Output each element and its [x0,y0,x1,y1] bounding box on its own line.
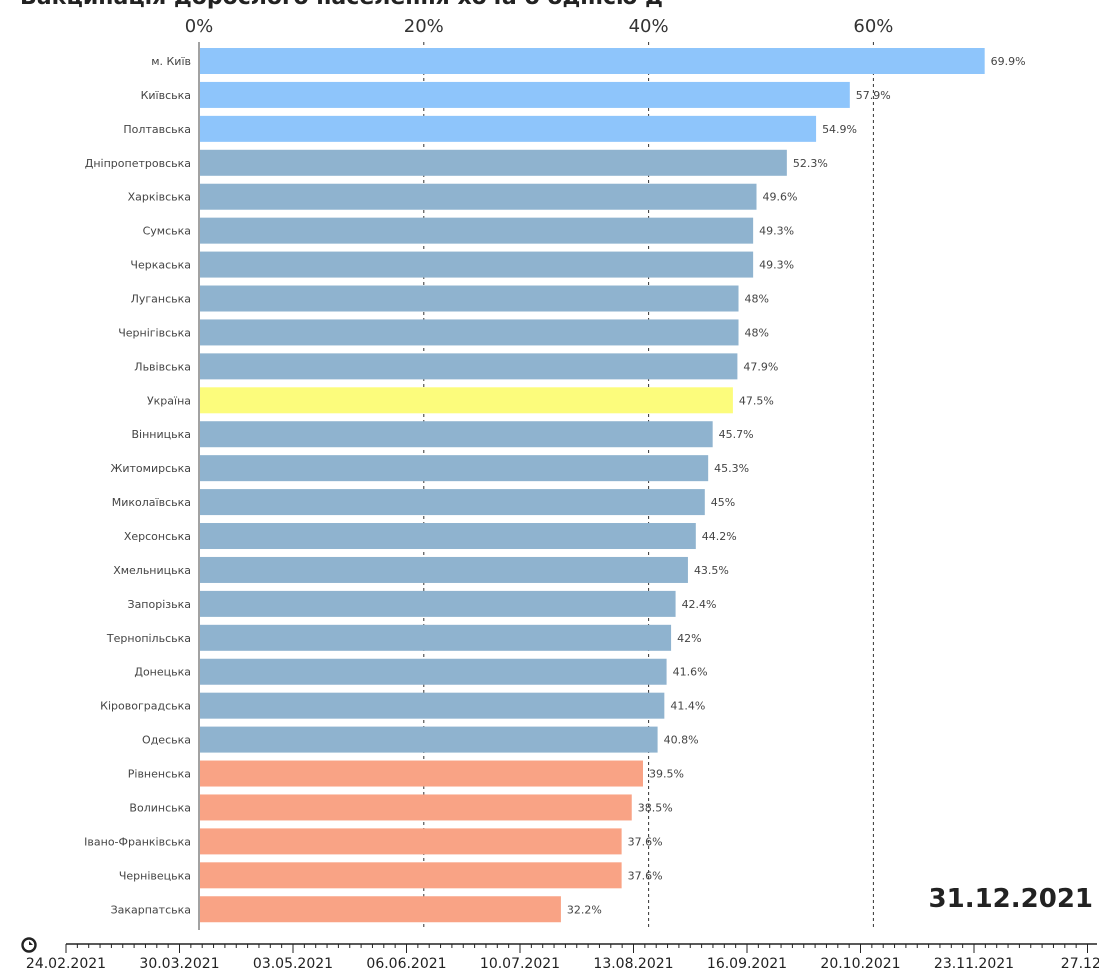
value-label: 43.5% [694,564,729,577]
timeline-date-label[interactable]: 06.06.2021 [366,956,446,972]
timeline-date-label[interactable]: 03.05.2021 [253,956,333,972]
x-axis-ticks: 0% 20% 40% 60% [185,16,894,37]
bar [200,760,643,787]
category-label: Рівненська [128,768,191,781]
bar [200,726,658,753]
category-label: Донецька [134,666,191,679]
value-label: 41.4% [670,700,705,713]
value-label: 49.3% [759,225,794,238]
category-label: Кіровоградська [100,700,191,713]
x-tick-label: 0% [185,16,214,37]
category-label: м. Київ [151,55,191,68]
timeline-date-label[interactable]: 23.11.2021 [934,956,1014,972]
bar [200,896,561,923]
timeline-date-label[interactable]: 16.09.2021 [707,956,787,972]
chart-title: Вакцинація дорослого населення хоча б од… [20,0,663,10]
bar [200,115,817,142]
value-label: 49.3% [759,259,794,272]
category-label: Полтавська [123,123,191,136]
category-label: Вінницька [132,428,192,441]
value-label: 40.8% [664,734,699,747]
x-tick-label: 60% [853,16,893,37]
bar [200,81,850,108]
value-label: 57.9% [856,89,891,102]
bar [200,862,622,889]
category-label: Херсонська [124,530,191,543]
value-label: 44.2% [702,530,737,543]
category-label: Закарпатська [111,903,191,916]
timeline-date-label[interactable]: 27.12.2 [1061,956,1099,972]
category-label: Львівська [134,360,191,373]
timeline-date-label[interactable]: 24.02.2021 [26,956,106,972]
bar [200,421,713,448]
value-label: 42% [677,632,701,645]
category-label: Миколаївська [112,496,191,509]
category-label: Черкаська [130,259,191,272]
bar [200,624,672,651]
bar [200,183,757,210]
category-label: Тернопільська [106,632,191,645]
category-label: Житомирська [111,462,191,475]
bar [200,489,705,516]
bar [200,523,696,550]
category-label: Запорізька [128,598,191,611]
category-label: Волинська [129,801,191,814]
bar [200,455,709,482]
bars: м. Київ 69.9% Київська 57.9% Полтавська 54.9%… [84,48,1026,923]
bar [200,149,787,176]
bar [200,353,738,380]
timeline-date-label[interactable]: 13.08.2021 [593,956,673,972]
timeline-date-label[interactable]: 20.10.2021 [820,956,900,972]
category-label: Одеська [142,734,191,747]
bar [200,794,632,821]
bar [200,285,739,312]
bar [200,692,665,719]
value-label: 47.9% [743,360,778,373]
value-label: 45.7% [719,428,754,441]
category-label: Чернівецька [119,869,191,882]
category-label: Київська [141,89,191,102]
value-label: 47.5% [739,394,774,407]
category-label: Івано-Франківська [84,835,191,848]
value-label: 41.6% [673,666,708,679]
bar [200,387,733,414]
bar [200,319,739,346]
value-label: 49.6% [763,191,798,204]
value-label: 52.3% [793,157,828,170]
timeline: 24.02.2021 30.03.2021 03.05.2021 06.06.2021… [26,943,1099,972]
bar [200,828,622,855]
value-label: 54.9% [822,123,857,136]
value-label: 45% [711,496,735,509]
category-label: Україна [147,394,191,407]
bar [200,48,985,74]
x-tick-label: 40% [629,16,669,37]
category-label: Харківська [128,191,191,204]
x-tick-label: 20% [404,16,444,37]
value-label: 32.2% [567,903,602,916]
category-label: Дніпропетровська [85,157,191,170]
category-label: Чернігівська [118,326,191,339]
bar [200,251,754,278]
value-label: 38.5% [638,801,673,814]
category-label: Хмельницька [113,564,191,577]
category-label: Луганська [131,293,191,306]
bar [200,217,754,244]
value-label: 39.5% [649,768,684,781]
value-label: 37.6% [628,835,663,848]
bar [200,590,676,617]
current-date-label: 31.12.2021 [928,884,1093,914]
replay-icon[interactable] [20,936,38,954]
bar [200,658,667,685]
value-label: 45.3% [714,462,749,475]
value-label: 37.6% [628,869,663,882]
value-label: 48% [745,326,769,339]
value-label: 48% [745,293,769,306]
timeline-date-label[interactable]: 10.07.2021 [480,956,560,972]
timeline-date-label[interactable]: 30.03.2021 [139,956,219,972]
category-label: Сумська [143,225,191,238]
value-label: 42.4% [682,598,717,611]
value-label: 69.9% [991,55,1026,68]
bar [200,556,688,583]
